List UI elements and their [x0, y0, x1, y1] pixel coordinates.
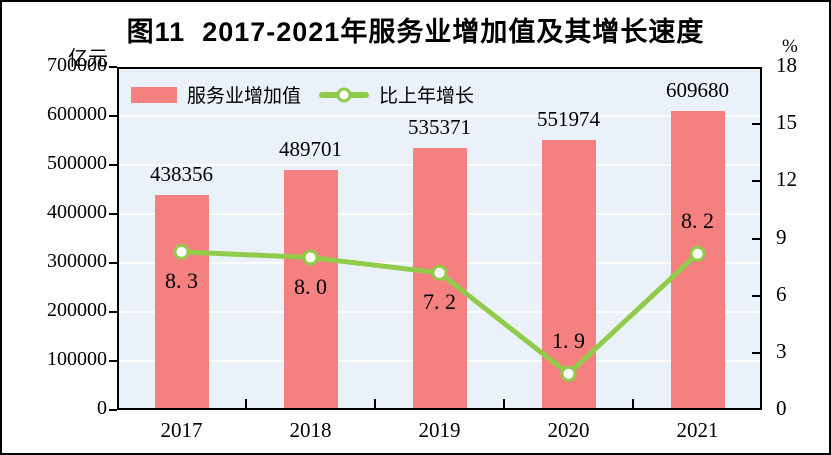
plot-area: 服务业增加值 比上年增长 438356 489701 535371 551974 609…	[117, 67, 762, 410]
legend-item-line-series: 比上年增长	[319, 81, 474, 108]
growth-marker-2017	[173, 243, 190, 260]
line-series-marker-icon	[336, 87, 352, 102]
y-left-tick-mark	[109, 164, 117, 166]
left-axis-unit-label: 亿元	[68, 48, 108, 70]
bar-2017	[154, 195, 209, 410]
x-tick-label-2020: 2020	[547, 418, 590, 442]
y-left-tick-mark	[109, 409, 117, 411]
x-tick-label-2021: 2021	[676, 418, 719, 442]
growth-value-label-2020: 1. 9	[552, 327, 585, 353]
y-right-tick-mark	[752, 351, 760, 354]
bar-series-swatch	[131, 86, 177, 103]
right-axis-unit-label: %	[782, 36, 798, 57]
legend-item-bar-series: 服务业增加值	[131, 81, 301, 108]
x-axis-tick-mark	[632, 399, 634, 408]
y-left-tick-label: 300000	[47, 250, 107, 272]
x-axis-tick-mark	[374, 399, 376, 408]
chart-title: 图11 2017-2021年服务业增加值及其增长速度	[126, 17, 705, 47]
bar-value-label-2017: 438356	[150, 162, 213, 187]
y-right-tick-mark	[752, 294, 760, 297]
y-left-tick-mark	[109, 213, 117, 215]
legend-label-line-series: 比上年增长	[379, 86, 475, 107]
growth-marker-2019	[431, 264, 448, 281]
y-right-tick-label: 0	[776, 396, 787, 420]
bar-value-label-2019: 535371	[408, 114, 471, 139]
y-right-tick-label: 6	[776, 281, 787, 306]
y-right-tick-mark	[752, 237, 760, 240]
y-right-tick-label: 15	[776, 110, 797, 135]
line-series-sample	[319, 87, 370, 102]
growth-line-chart	[173, 243, 706, 382]
y-right-tick-mark	[752, 123, 760, 126]
legend: 服务业增加值 比上年增长	[131, 81, 474, 108]
y-right-tick-label: 9	[776, 224, 787, 249]
growth-value-label-2017: 8. 3	[165, 267, 198, 293]
growth-marker-2018	[302, 249, 319, 266]
y-left-tick-mark	[109, 262, 117, 264]
y-left-tick-label: 500000	[47, 152, 107, 174]
y-left-tick-mark	[109, 66, 117, 68]
y-left-tick-label: 200000	[47, 299, 107, 321]
x-tick-label-2019: 2019	[418, 418, 461, 442]
growth-value-label-2021: 8. 2	[681, 207, 714, 233]
y-left-tick-label: 0	[97, 397, 107, 419]
gridline	[117, 115, 762, 117]
y-left-tick-label: 600000	[47, 103, 107, 125]
bar-value-label-2018: 489701	[279, 137, 342, 162]
growth-marker-2021	[689, 245, 706, 262]
y-right-tick-mark	[752, 180, 760, 183]
y-left-tick-label: 700000	[47, 54, 107, 76]
bar-2020	[541, 139, 596, 410]
y-left-tick-mark	[109, 360, 117, 362]
y-right-tick-label: 12	[776, 167, 797, 192]
y-left-tick-label: 100000	[47, 348, 107, 370]
growth-marker-2020	[560, 365, 577, 382]
x-axis-tick-mark	[503, 399, 505, 408]
x-tick-label-2018: 2018	[289, 418, 332, 442]
x-tick-label-2017: 2017	[160, 418, 203, 442]
y-right-tick-label: 18	[776, 53, 797, 77]
legend-label-bar-series: 服务业增加值	[187, 86, 302, 107]
growth-value-label-2018: 8. 0	[294, 273, 327, 299]
y-left-tick-mark	[109, 115, 117, 117]
bar-value-label-2021: 609680	[666, 78, 729, 103]
growth-value-label-2019: 7. 2	[423, 288, 456, 314]
y-left-tick-mark	[109, 311, 117, 313]
bar-value-label-2020: 551974	[537, 106, 600, 131]
y-left-tick-label: 400000	[47, 201, 107, 223]
bar-2018	[283, 170, 338, 410]
y-right-tick-label: 3	[776, 338, 787, 363]
x-axis-tick-mark	[245, 399, 247, 408]
